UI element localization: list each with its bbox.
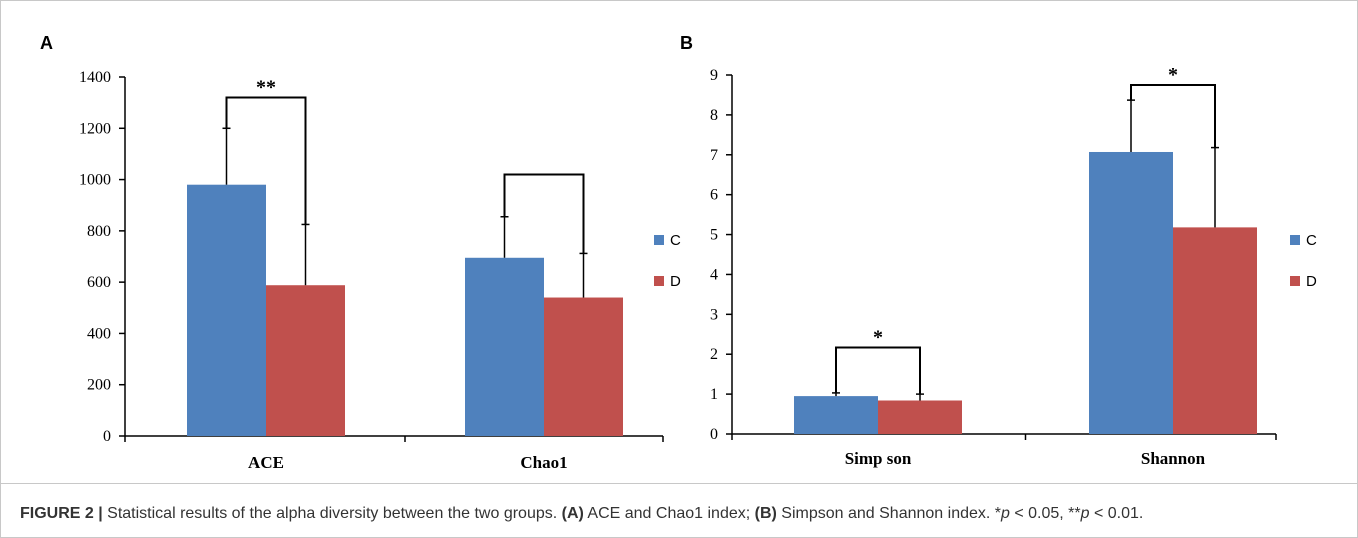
panel-a-significance-bracket-chao1 <box>503 173 585 254</box>
panel-a-y-tick-label: 200 <box>87 377 111 394</box>
panel-b-y-tick-label: 2 <box>710 346 718 363</box>
caption-a-tag: (A) <box>561 505 584 522</box>
panel-b-significance-bracket-simp-son <box>835 346 921 395</box>
caption-b-tag: (B) <box>754 505 777 522</box>
panel-a-y-tick-label: 1400 <box>79 69 111 86</box>
panel-b-y-tick-label: 1 <box>710 386 718 403</box>
panel-a-y-tick-label: 600 <box>87 274 111 291</box>
panel-b-legend-label-c: C <box>1306 232 1317 249</box>
caption-p2: p <box>1080 505 1090 522</box>
panel-b-y-tick-label: 7 <box>710 147 718 164</box>
panel-b-y-tick-label: 0 <box>710 426 718 443</box>
panel-b-bar-shannon-c <box>1089 151 1173 435</box>
panel-b-legend-swatch-d <box>1290 276 1300 286</box>
panel-a-legend-swatch-d <box>654 276 664 286</box>
panel-b-y-tick-label: 4 <box>710 266 718 283</box>
panel-a-bar-chao1-d <box>544 297 623 436</box>
panel-a-bar-chao1-c <box>465 257 544 436</box>
panel-a-legend-label-c: C <box>670 232 681 249</box>
panel-b-label: B <box>680 33 693 53</box>
caption-text-4: < 0.05, ** <box>1009 505 1081 522</box>
panel-b-y-tick-label: 5 <box>710 227 718 244</box>
panel-b-legend-swatch-c <box>1290 235 1300 245</box>
panel-a-y-tick-label: 800 <box>87 223 111 240</box>
caption-text-1: Statistical results of the alpha diversi… <box>102 505 562 522</box>
caption-divider <box>0 483 1358 484</box>
chart-a: 0 200 400 600 800 1000 1200 1400 ACE Chao1 ** C D <box>79 69 681 472</box>
panel-b-significance-label-shannon: * <box>1168 64 1178 86</box>
panel-b-significance-bracket-shannon <box>1130 83 1216 148</box>
panel-b-bar-simp-son-d <box>878 400 962 434</box>
panel-a-label: A <box>40 33 53 53</box>
panel-a-y-tick-label: 1200 <box>79 120 111 137</box>
caption-text-5: < 0.01. <box>1089 505 1144 522</box>
caption-p1: p <box>1001 505 1010 522</box>
panel-a-significance-bracket-ace <box>225 96 307 225</box>
panel-b-bar-simp-son-c <box>794 396 878 434</box>
panel-a-bar-ace-c <box>187 184 266 436</box>
panel-b-legend-label-d: D <box>1306 273 1317 290</box>
panel-a-legend-swatch-c <box>654 235 664 245</box>
panel-b-bar-shannon-d <box>1173 227 1257 434</box>
panel-b-significance-label-simp-son: * <box>873 326 883 348</box>
panel-b-y-tick-label: 3 <box>710 306 718 323</box>
panel-b-category-label-simp-son: Simp son <box>845 449 912 468</box>
caption-label: FIGURE 2 | <box>20 505 103 522</box>
chart-b: 0 1 2 3 4 5 6 7 8 9 Simp son Shannon * * C D <box>710 64 1317 468</box>
caption-text-3: Simpson and Shannon index. * <box>776 505 1001 522</box>
panel-b-y-tick-label: 8 <box>710 107 718 124</box>
panel-b-y-tick-label: 6 <box>710 187 718 204</box>
panel-a-y-tick-label: 400 <box>87 325 111 342</box>
panel-a-bar-ace-d <box>266 285 345 436</box>
panel-a-y-tick-label: 1000 <box>79 172 111 189</box>
panel-a-y-tick-label: 0 <box>103 428 111 445</box>
panel-a-category-label-ace: ACE <box>248 453 284 472</box>
panel-a-significance-label-ace: ** <box>256 77 276 99</box>
panel-a-legend-label-d: D <box>670 273 681 290</box>
caption-text-2: ACE and Chao1 index; <box>583 505 755 522</box>
panel-b-y-tick-label: 9 <box>710 67 718 84</box>
panel-b-category-label-shannon: Shannon <box>1141 449 1206 468</box>
panel-a-category-label-chao1: Chao1 <box>520 453 567 472</box>
figure-caption: FIGURE 2 | Statistical results of the al… <box>20 505 1143 523</box>
